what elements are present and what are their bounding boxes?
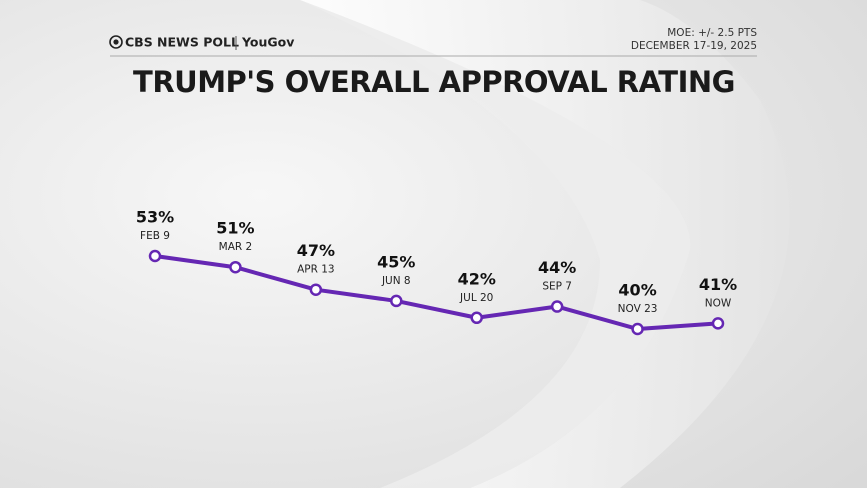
value-label: 41% <box>699 275 737 294</box>
plot: 53% FEB 9 51% MAR 2 47% APR 13 45% JUN 8 42% JUL … <box>136 208 737 336</box>
x-tick-label: SEP 7 <box>542 281 572 293</box>
value-label: 47% <box>297 241 335 260</box>
x-tick-label: NOW <box>705 297 732 309</box>
x-tick-label: FEB 9 <box>140 230 170 242</box>
point <box>229 260 242 274</box>
value-label: 44% <box>538 258 576 277</box>
value-label: 40% <box>618 281 656 300</box>
x-tick-label: JUL 20 <box>459 292 493 304</box>
value-label: 51% <box>216 219 254 238</box>
logo-eye <box>109 35 123 49</box>
point <box>631 322 644 336</box>
point <box>148 249 162 263</box>
background-shape <box>300 0 691 488</box>
value-label: 42% <box>458 269 496 288</box>
value-label: 45% <box>377 252 415 271</box>
line <box>154 254 719 331</box>
point <box>390 294 403 308</box>
poll-date: DECEMBER 17-19, 2025 <box>631 40 757 52</box>
x-tick-label: MAR 2 <box>219 241 253 253</box>
point <box>470 311 483 325</box>
moe: MOE: +/- 2.5 PTS <box>667 27 757 39</box>
x-tick-label: APR 13 <box>297 264 335 276</box>
x-tick-label: JUN 8 <box>381 275 411 287</box>
point <box>550 300 564 313</box>
logo: CBS NEWS POLL <box>125 35 239 50</box>
partner: YouGov <box>241 35 294 50</box>
chart-title: TRUMP'S OVERALL APPROVAL RATING <box>133 65 735 99</box>
point <box>711 317 725 330</box>
point <box>309 283 323 296</box>
value-label: 53% <box>136 208 174 227</box>
background-shape <box>300 0 790 488</box>
x-tick-label: NOV 23 <box>618 303 658 315</box>
